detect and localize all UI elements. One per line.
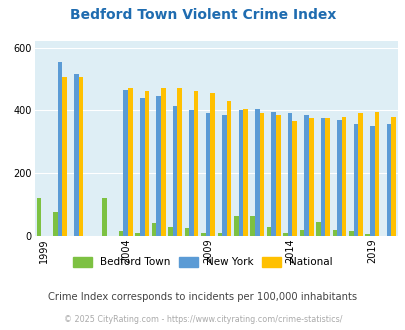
Bar	[254, 109, 259, 236]
Text: Crime Index corresponds to incidents per 100,000 inhabitants: Crime Index corresponds to incidents per…	[48, 292, 357, 302]
Bar	[119, 231, 123, 236]
Bar	[357, 114, 362, 236]
Bar	[193, 91, 198, 236]
Bar	[283, 233, 287, 236]
Bar	[222, 115, 226, 236]
Bar	[151, 223, 156, 236]
Bar	[189, 110, 193, 236]
Bar	[74, 74, 79, 236]
Bar	[332, 230, 337, 236]
Text: © 2025 CityRating.com - https://www.cityrating.com/crime-statistics/: © 2025 CityRating.com - https://www.city…	[64, 315, 341, 324]
Bar	[266, 226, 271, 236]
Bar	[299, 230, 304, 236]
Bar	[200, 233, 205, 236]
Bar	[102, 198, 107, 236]
Bar	[320, 118, 324, 236]
Bar	[144, 91, 149, 236]
Bar	[369, 126, 374, 236]
Bar	[390, 116, 395, 236]
Bar	[353, 124, 357, 236]
Bar	[271, 112, 275, 236]
Bar	[250, 215, 254, 236]
Legend: Bedford Town, New York, National: Bedford Town, New York, National	[73, 256, 332, 267]
Text: Bedford Town Violent Crime Index: Bedford Town Violent Crime Index	[70, 8, 335, 22]
Bar	[233, 215, 238, 236]
Bar	[128, 88, 132, 236]
Bar	[217, 233, 222, 236]
Bar	[79, 77, 83, 236]
Bar	[324, 118, 329, 236]
Bar	[386, 124, 390, 236]
Bar	[259, 114, 264, 236]
Bar	[36, 198, 41, 236]
Bar	[156, 96, 160, 236]
Bar	[304, 115, 308, 236]
Bar	[292, 121, 296, 236]
Bar	[364, 234, 369, 236]
Bar	[315, 222, 320, 236]
Bar	[210, 93, 214, 236]
Bar	[337, 120, 341, 236]
Bar	[140, 98, 144, 236]
Bar	[160, 88, 165, 236]
Bar	[62, 77, 67, 236]
Bar	[374, 112, 378, 236]
Bar	[173, 106, 177, 236]
Bar	[287, 114, 292, 236]
Bar	[177, 88, 181, 236]
Bar	[308, 118, 313, 236]
Bar	[348, 231, 353, 236]
Bar	[238, 110, 243, 236]
Bar	[341, 116, 345, 236]
Bar	[226, 101, 231, 236]
Bar	[123, 90, 128, 236]
Bar	[53, 213, 58, 236]
Bar	[135, 233, 140, 236]
Bar	[243, 109, 247, 236]
Bar	[184, 228, 189, 236]
Bar	[168, 226, 173, 236]
Bar	[275, 115, 280, 236]
Bar	[205, 114, 210, 236]
Bar	[58, 62, 62, 236]
